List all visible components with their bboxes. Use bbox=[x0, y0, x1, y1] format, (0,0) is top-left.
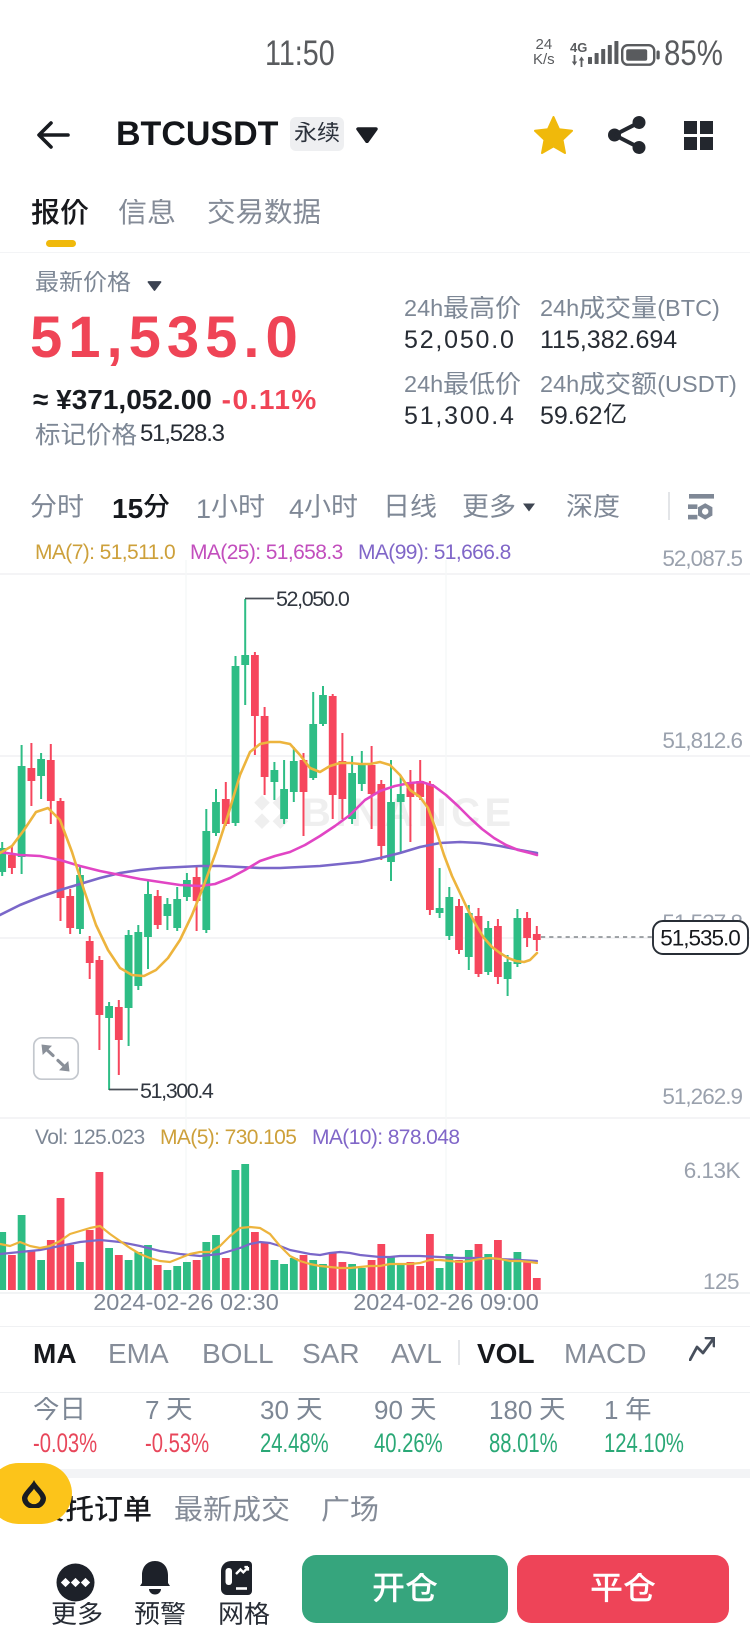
svg-text:2024-02-26 02:30: 2024-02-26 02:30 bbox=[93, 1289, 279, 1315]
svg-text:51,812.6: 51,812.6 bbox=[662, 728, 742, 753]
svg-text:51,535.0: 51,535.0 bbox=[660, 926, 740, 951]
svg-text:51,262.9: 51,262.9 bbox=[662, 1084, 742, 1109]
svg-text:52,087.5: 52,087.5 bbox=[662, 546, 742, 571]
svg-text:125: 125 bbox=[703, 1269, 739, 1294]
svg-text:6.13K: 6.13K bbox=[684, 1158, 741, 1183]
svg-text:2024-02-26 09:00: 2024-02-26 09:00 bbox=[353, 1289, 539, 1315]
svg-text:51,300.4: 51,300.4 bbox=[140, 1079, 214, 1103]
svg-text:52,050.0: 52,050.0 bbox=[276, 587, 350, 611]
svg-text:BINANCE: BINANCE bbox=[302, 791, 516, 835]
